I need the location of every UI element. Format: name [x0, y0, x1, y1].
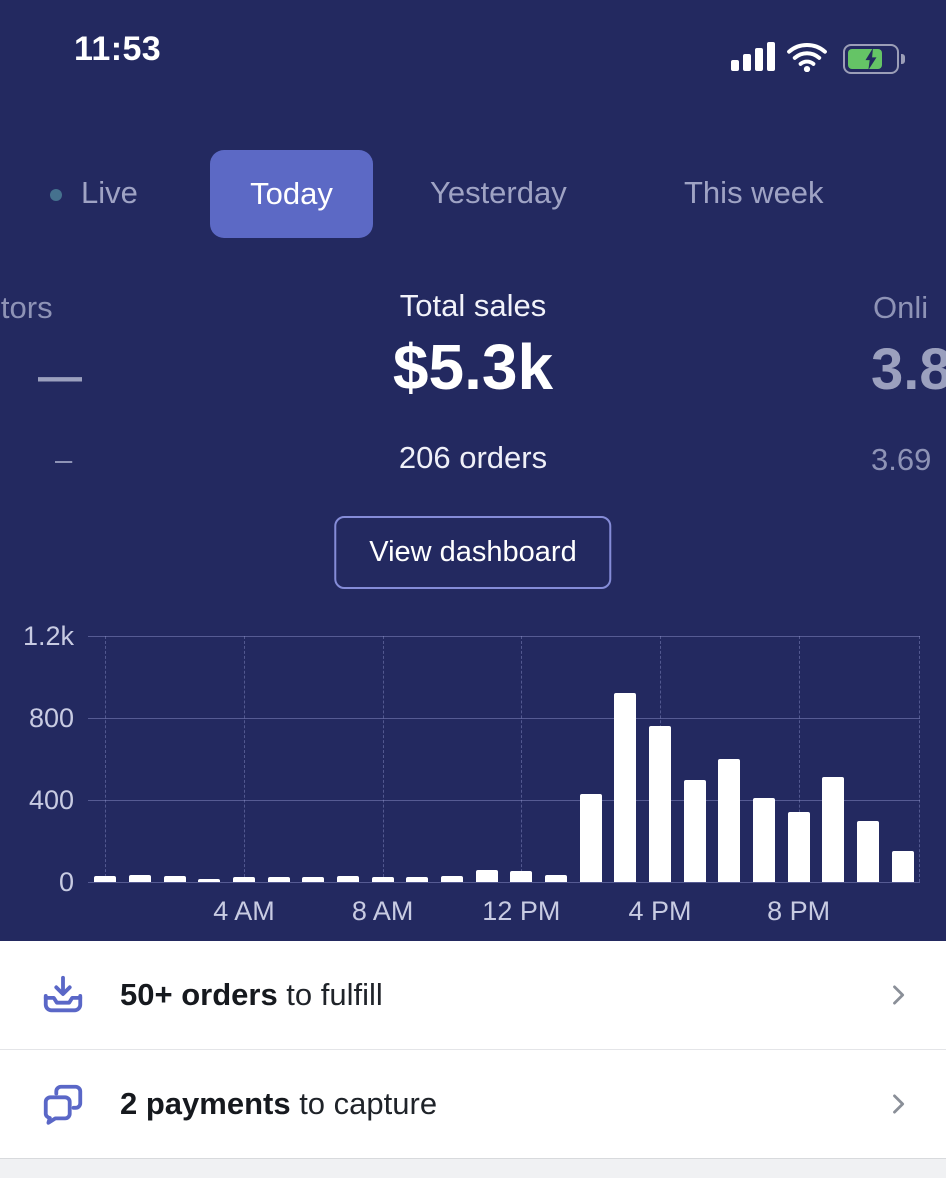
chart-bar — [718, 759, 741, 882]
x-tick-label: 12 PM — [482, 896, 561, 926]
chart-bar — [441, 875, 463, 882]
chart-bar — [233, 876, 255, 882]
cellular-signal-icon — [731, 41, 775, 76]
view-dashboard-button[interactable]: View dashboard — [334, 516, 612, 589]
y-tick-label: 0 — [58, 867, 74, 897]
y-tick-label: 800 — [28, 703, 74, 733]
chevron-right-icon — [884, 981, 912, 1009]
chart-bar — [753, 797, 775, 882]
v-gridline — [382, 636, 384, 882]
chart-bar — [337, 875, 359, 882]
sales-chart: 0 400 800 1.2k 4 AM 8 AM 12 PM 4 PM 8 PM — [0, 621, 946, 933]
chart-bar — [822, 777, 845, 882]
battery-cap — [901, 54, 905, 64]
v-gridline — [919, 636, 920, 882]
payments-count: 2 payments — [120, 1086, 291, 1121]
metric-visitors-sub: – — [55, 442, 73, 477]
tab-yesterday[interactable]: Yesterday — [430, 175, 567, 210]
payments-rest: to capture — [290, 1086, 438, 1121]
chart-bar — [649, 726, 671, 882]
chart-bar — [475, 869, 498, 882]
metric-online-sub-partial: 3.69 — [871, 442, 932, 477]
payments-icon — [40, 1081, 86, 1127]
row-divider — [0, 1049, 946, 1050]
orders-row-label: 50+ orders to fulfill — [120, 977, 383, 1013]
chart-bar — [406, 876, 429, 882]
h-gridline — [88, 717, 920, 719]
tab-live[interactable]: Live — [81, 175, 138, 210]
v-gridline — [798, 636, 800, 882]
metric-visitors-value: — — [38, 352, 82, 401]
chart-bar — [891, 851, 914, 882]
h-gridline — [88, 635, 920, 637]
chart-plot — [88, 635, 920, 883]
x-tick-label: 8 PM — [767, 896, 831, 926]
chart-bar — [371, 876, 394, 882]
tab-today[interactable]: Today — [210, 150, 373, 238]
live-dot-icon — [50, 189, 62, 201]
chart-bar — [129, 874, 151, 882]
payments-row-label: 2 payments to capture — [120, 1086, 437, 1122]
chart-bar — [857, 820, 879, 882]
v-gridline — [105, 636, 107, 882]
x-tick-label: 4 AM — [213, 896, 275, 926]
metric-online-value-partial: 3.8 — [871, 337, 946, 402]
status-time: 11:53 — [74, 30, 162, 68]
payments-to-capture-row[interactable]: 2 payments to capture — [0, 1050, 946, 1158]
next-section-edge — [0, 1158, 946, 1178]
metrics-carousel[interactable]: itors — – Total sales $5.3k 206 orders O… — [0, 0, 946, 941]
chart-bar — [267, 876, 290, 882]
time-range-tabs: Live Today Yesterday This week — [0, 150, 946, 240]
battery-fill — [848, 49, 882, 69]
chart-bar — [94, 875, 117, 882]
y-tick-label: 400 — [28, 785, 74, 815]
battery-body — [843, 44, 899, 74]
chevron-right-icon — [884, 1090, 912, 1118]
chart-bar — [579, 793, 602, 882]
action-list: 50+ orders to fulfill 2 payments to capt… — [0, 941, 946, 1158]
overview-panel: 11:53 — [0, 0, 946, 941]
tab-this-week[interactable]: This week — [684, 175, 824, 210]
total-sales-title: Total sales — [399, 288, 547, 323]
chart-bar — [787, 812, 810, 882]
metric-visitors-title-partial: itors — [0, 290, 53, 325]
h-gridline — [88, 881, 920, 883]
chart-bar — [510, 870, 533, 882]
h-gridline — [88, 799, 920, 801]
chart-bar — [683, 779, 706, 882]
wifi-icon — [786, 41, 828, 77]
chart-bar — [614, 693, 637, 882]
metric-online-title-partial: Onli — [873, 290, 929, 325]
orders-count: 50+ orders — [120, 977, 278, 1012]
orders-rest: to fulfill — [277, 977, 383, 1012]
v-gridline — [244, 636, 245, 882]
x-tick-label: 4 PM — [628, 896, 692, 926]
orders-to-fulfill-row[interactable]: 50+ orders to fulfill — [0, 941, 946, 1049]
y-tick-label: 1.2k — [22, 621, 74, 651]
chart-bar — [163, 875, 186, 882]
chart-bar — [198, 878, 221, 882]
total-sales-orders: 206 orders — [398, 440, 548, 475]
battery-icon — [843, 44, 905, 74]
chart-bar — [302, 876, 325, 882]
chart-bar — [545, 874, 567, 882]
v-gridline — [521, 636, 523, 882]
charging-bolt-icon — [865, 48, 877, 70]
orders-inbox-icon — [40, 972, 86, 1018]
x-tick-label: 8 AM — [351, 896, 414, 926]
total-sales-value: $5.3k — [392, 331, 554, 403]
